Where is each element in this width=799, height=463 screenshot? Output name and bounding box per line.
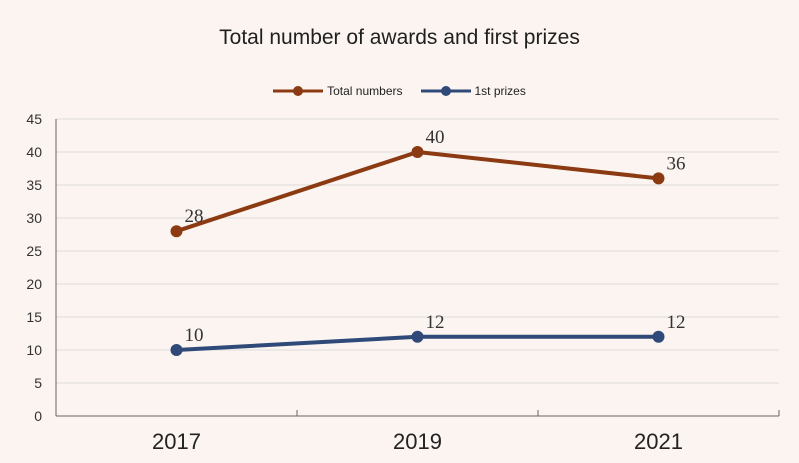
y-tick-label-40: 40 [26, 144, 42, 160]
chart-title: Total number of awards and first prizes [219, 26, 580, 49]
y-tick-label-30: 30 [26, 210, 42, 226]
legend-item-1st-prizes: 1st prizes [420, 84, 526, 98]
y-tick-label-10: 10 [26, 342, 42, 358]
legend: Total numbers 1st prizes [0, 84, 799, 98]
series-line-total-numbers [175, 150, 659, 234]
y-tick-label-20: 20 [26, 276, 42, 292]
data-point-1st-prizes-2019 [411, 330, 424, 343]
data-label-1st-prizes-2019: 12 [426, 312, 445, 333]
data-label-total-numbers-2019: 40 [426, 127, 445, 148]
data-label-1st-prizes-2017: 10 [185, 325, 204, 346]
legend-label-total-numbers: Total numbers [327, 84, 403, 98]
y-tick-label-5: 5 [34, 375, 42, 391]
data-point-1st-prizes-2021 [652, 330, 665, 343]
data-label-1st-prizes-2021: 12 [667, 312, 686, 333]
data-point-total-numbers-2021 [652, 172, 665, 185]
data-label-total-numbers-2021: 36 [667, 153, 686, 174]
data-point-total-numbers-2019 [411, 146, 424, 158]
x-tick-label-2021: 2021 [634, 429, 683, 454]
legend-item-total-numbers: Total numbers [273, 84, 403, 98]
y-tick-label-25: 25 [26, 243, 42, 259]
legend-swatch-total-numbers [273, 86, 324, 96]
legend-label-1st-prizes: 1st prizes [474, 84, 526, 98]
y-tick-label-15: 15 [26, 309, 42, 325]
y-tick-label-35: 35 [26, 177, 42, 193]
x-tick-label-2017: 2017 [152, 429, 201, 454]
legend-swatch-1st-prizes [420, 86, 471, 96]
y-tick-label-45: 45 [26, 111, 42, 127]
data-point-1st-prizes-2017 [170, 344, 183, 356]
data-point-total-numbers-2017 [170, 225, 183, 238]
x-tick-label-2019: 2019 [393, 429, 442, 454]
data-label-total-numbers-2017: 28 [185, 206, 204, 227]
y-tick-label-0: 0 [34, 408, 42, 424]
